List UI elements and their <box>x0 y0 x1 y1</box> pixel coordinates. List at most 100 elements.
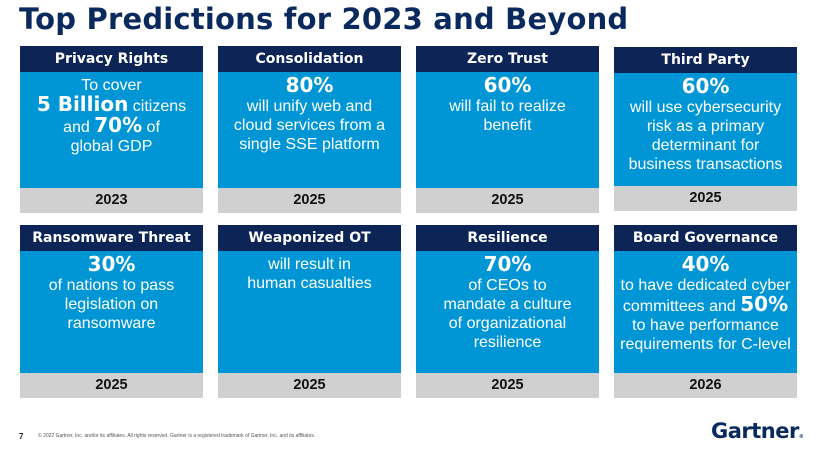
prediction-text: benefit <box>483 117 532 134</box>
card-prediction: 30% of nations to pass legislation on ranso… <box>20 251 203 373</box>
prediction-text: of CEOs to <box>468 277 547 294</box>
prediction-line: 70% <box>416 252 599 276</box>
prediction-text: determinant for <box>651 137 760 154</box>
card-category: Third Party <box>614 47 797 73</box>
prediction-text: ransomware <box>67 315 156 332</box>
prediction-line: 5 Billion citizens <box>20 92 203 116</box>
prediction-text: global GDP <box>70 138 153 155</box>
prediction-stat: 40% <box>681 252 730 276</box>
card-year: 2023 <box>20 188 203 213</box>
card-category: Ransomware Threat <box>20 225 203 251</box>
prediction-line: cloud services from a <box>218 116 401 135</box>
prediction-stat: 30% <box>87 252 136 276</box>
copyright-notice: © 2022 Gartner, Inc. and/or its affiliat… <box>38 433 316 439</box>
prediction-card: Resilience 70% of CEOs to mandate a culture… <box>416 225 599 398</box>
prediction-card: Privacy Rights To cover 5 Billion citizens… <box>20 46 203 213</box>
card-category: Board Governance <box>614 225 797 251</box>
prediction-text: To cover <box>81 77 142 94</box>
prediction-stat: 5 Billion <box>36 92 129 116</box>
prediction-text: resilience <box>473 334 542 351</box>
prediction-text: of <box>142 119 160 136</box>
prediction-stat: 70% <box>483 252 532 276</box>
card-prediction: 70% of CEOs to mandate a culture of organiz… <box>416 251 599 373</box>
prediction-text: will result in <box>268 256 351 273</box>
prediction-card: Board Governance 40% to have dedicated cyb… <box>614 225 797 398</box>
card-year: 2025 <box>416 373 599 398</box>
prediction-card: Third Party 60% will use cybersecurity risk… <box>614 47 797 211</box>
prediction-line: 60% <box>416 73 599 97</box>
prediction-line: 40% <box>614 252 797 276</box>
card-prediction: 60% will use cybersecurity risk as a prima… <box>614 73 797 186</box>
prediction-line: will unify web and <box>218 97 401 116</box>
prediction-text: risk as a primary <box>646 118 765 135</box>
prediction-text: cloud services from a <box>233 117 386 134</box>
prediction-line: of organizational <box>416 314 599 333</box>
prediction-line: legislation on <box>20 295 203 314</box>
prediction-line: ransomware <box>20 314 203 333</box>
card-year: 2026 <box>614 373 797 398</box>
prediction-text: of nations to pass <box>48 277 175 294</box>
prediction-line: human casualties <box>218 274 401 293</box>
prediction-text: human casualties <box>247 275 372 292</box>
prediction-line: 80% <box>218 73 401 97</box>
prediction-line: of nations to pass <box>20 276 203 295</box>
prediction-card: Zero Trust 60% will fail to realize benefit… <box>416 46 599 213</box>
card-year: 2025 <box>20 373 203 398</box>
prediction-line: global GDP <box>20 137 203 156</box>
card-year: 2025 <box>614 186 797 211</box>
prediction-line: determinant for <box>614 136 797 155</box>
prediction-line: benefit <box>416 116 599 135</box>
prediction-text: mandate a culture <box>443 296 572 313</box>
card-year: 2025 <box>416 188 599 213</box>
prediction-line: single SSE platform <box>218 135 401 154</box>
prediction-line: 60% <box>614 74 797 98</box>
logo-text: Gartner <box>711 419 799 443</box>
prediction-stat: 60% <box>483 73 532 97</box>
prediction-text: will unify web and <box>246 98 373 115</box>
card-year: 2025 <box>218 373 401 398</box>
gartner-logo: Gartner® <box>711 419 804 443</box>
prediction-text: to have dedicated cyber <box>620 277 791 294</box>
prediction-text: business transactions <box>628 156 783 173</box>
prediction-line: will fail to realize <box>416 97 599 116</box>
slide-title: Top Predictions for 2023 and Beyond <box>19 2 629 36</box>
prediction-text: will fail to realize <box>449 98 566 115</box>
prediction-text: requirements for C-level <box>620 336 791 353</box>
card-category: Weaponized OT <box>218 225 401 251</box>
prediction-text: single SSE platform <box>239 136 380 153</box>
prediction-text: will use cybersecurity <box>629 99 782 116</box>
prediction-line: of CEOs to <box>416 276 599 295</box>
prediction-line: and 70% of <box>20 113 203 137</box>
page-number: 7 <box>19 432 24 441</box>
prediction-text: of organizational <box>448 315 567 332</box>
prediction-stat: 70% <box>94 113 143 137</box>
prediction-card: Weaponized OT will result in human casual… <box>218 225 401 398</box>
prediction-stat: 80% <box>285 73 334 97</box>
prediction-text: to have performance <box>632 317 779 334</box>
prediction-stat: 60% <box>681 74 730 98</box>
prediction-text: legislation on <box>64 296 159 313</box>
prediction-text: committees and <box>622 298 741 315</box>
prediction-stat: 50% <box>740 292 789 316</box>
card-prediction: 60% will fail to realize benefit <box>416 72 599 188</box>
prediction-card: Ransomware Threat 30% of nations to pass le… <box>20 225 203 398</box>
card-prediction: 80% will unify web and cloud services from… <box>218 72 401 188</box>
prediction-text: citizens <box>128 98 187 115</box>
card-prediction: 40% to have dedicated cyber committees and… <box>614 251 797 373</box>
prediction-line: to have performance <box>614 316 797 335</box>
prediction-card: Consolidation 80% will unify web and cloud … <box>218 46 401 213</box>
prediction-line: mandate a culture <box>416 295 599 314</box>
prediction-line: To cover <box>20 76 203 95</box>
card-year: 2025 <box>218 188 401 213</box>
prediction-line: will use cybersecurity <box>614 98 797 117</box>
card-category: Resilience <box>416 225 599 251</box>
card-prediction: To cover 5 Billion citizens and 70% of glob… <box>20 72 203 188</box>
prediction-line: resilience <box>416 333 599 352</box>
card-category: Zero Trust <box>416 46 599 72</box>
registered-mark: ® <box>798 434 804 440</box>
card-category: Privacy Rights <box>20 46 203 72</box>
prediction-line: business transactions <box>614 155 797 174</box>
prediction-line: to have dedicated cyber <box>614 276 797 295</box>
card-category: Consolidation <box>218 46 401 72</box>
card-prediction: will result in human casualties <box>218 251 401 373</box>
